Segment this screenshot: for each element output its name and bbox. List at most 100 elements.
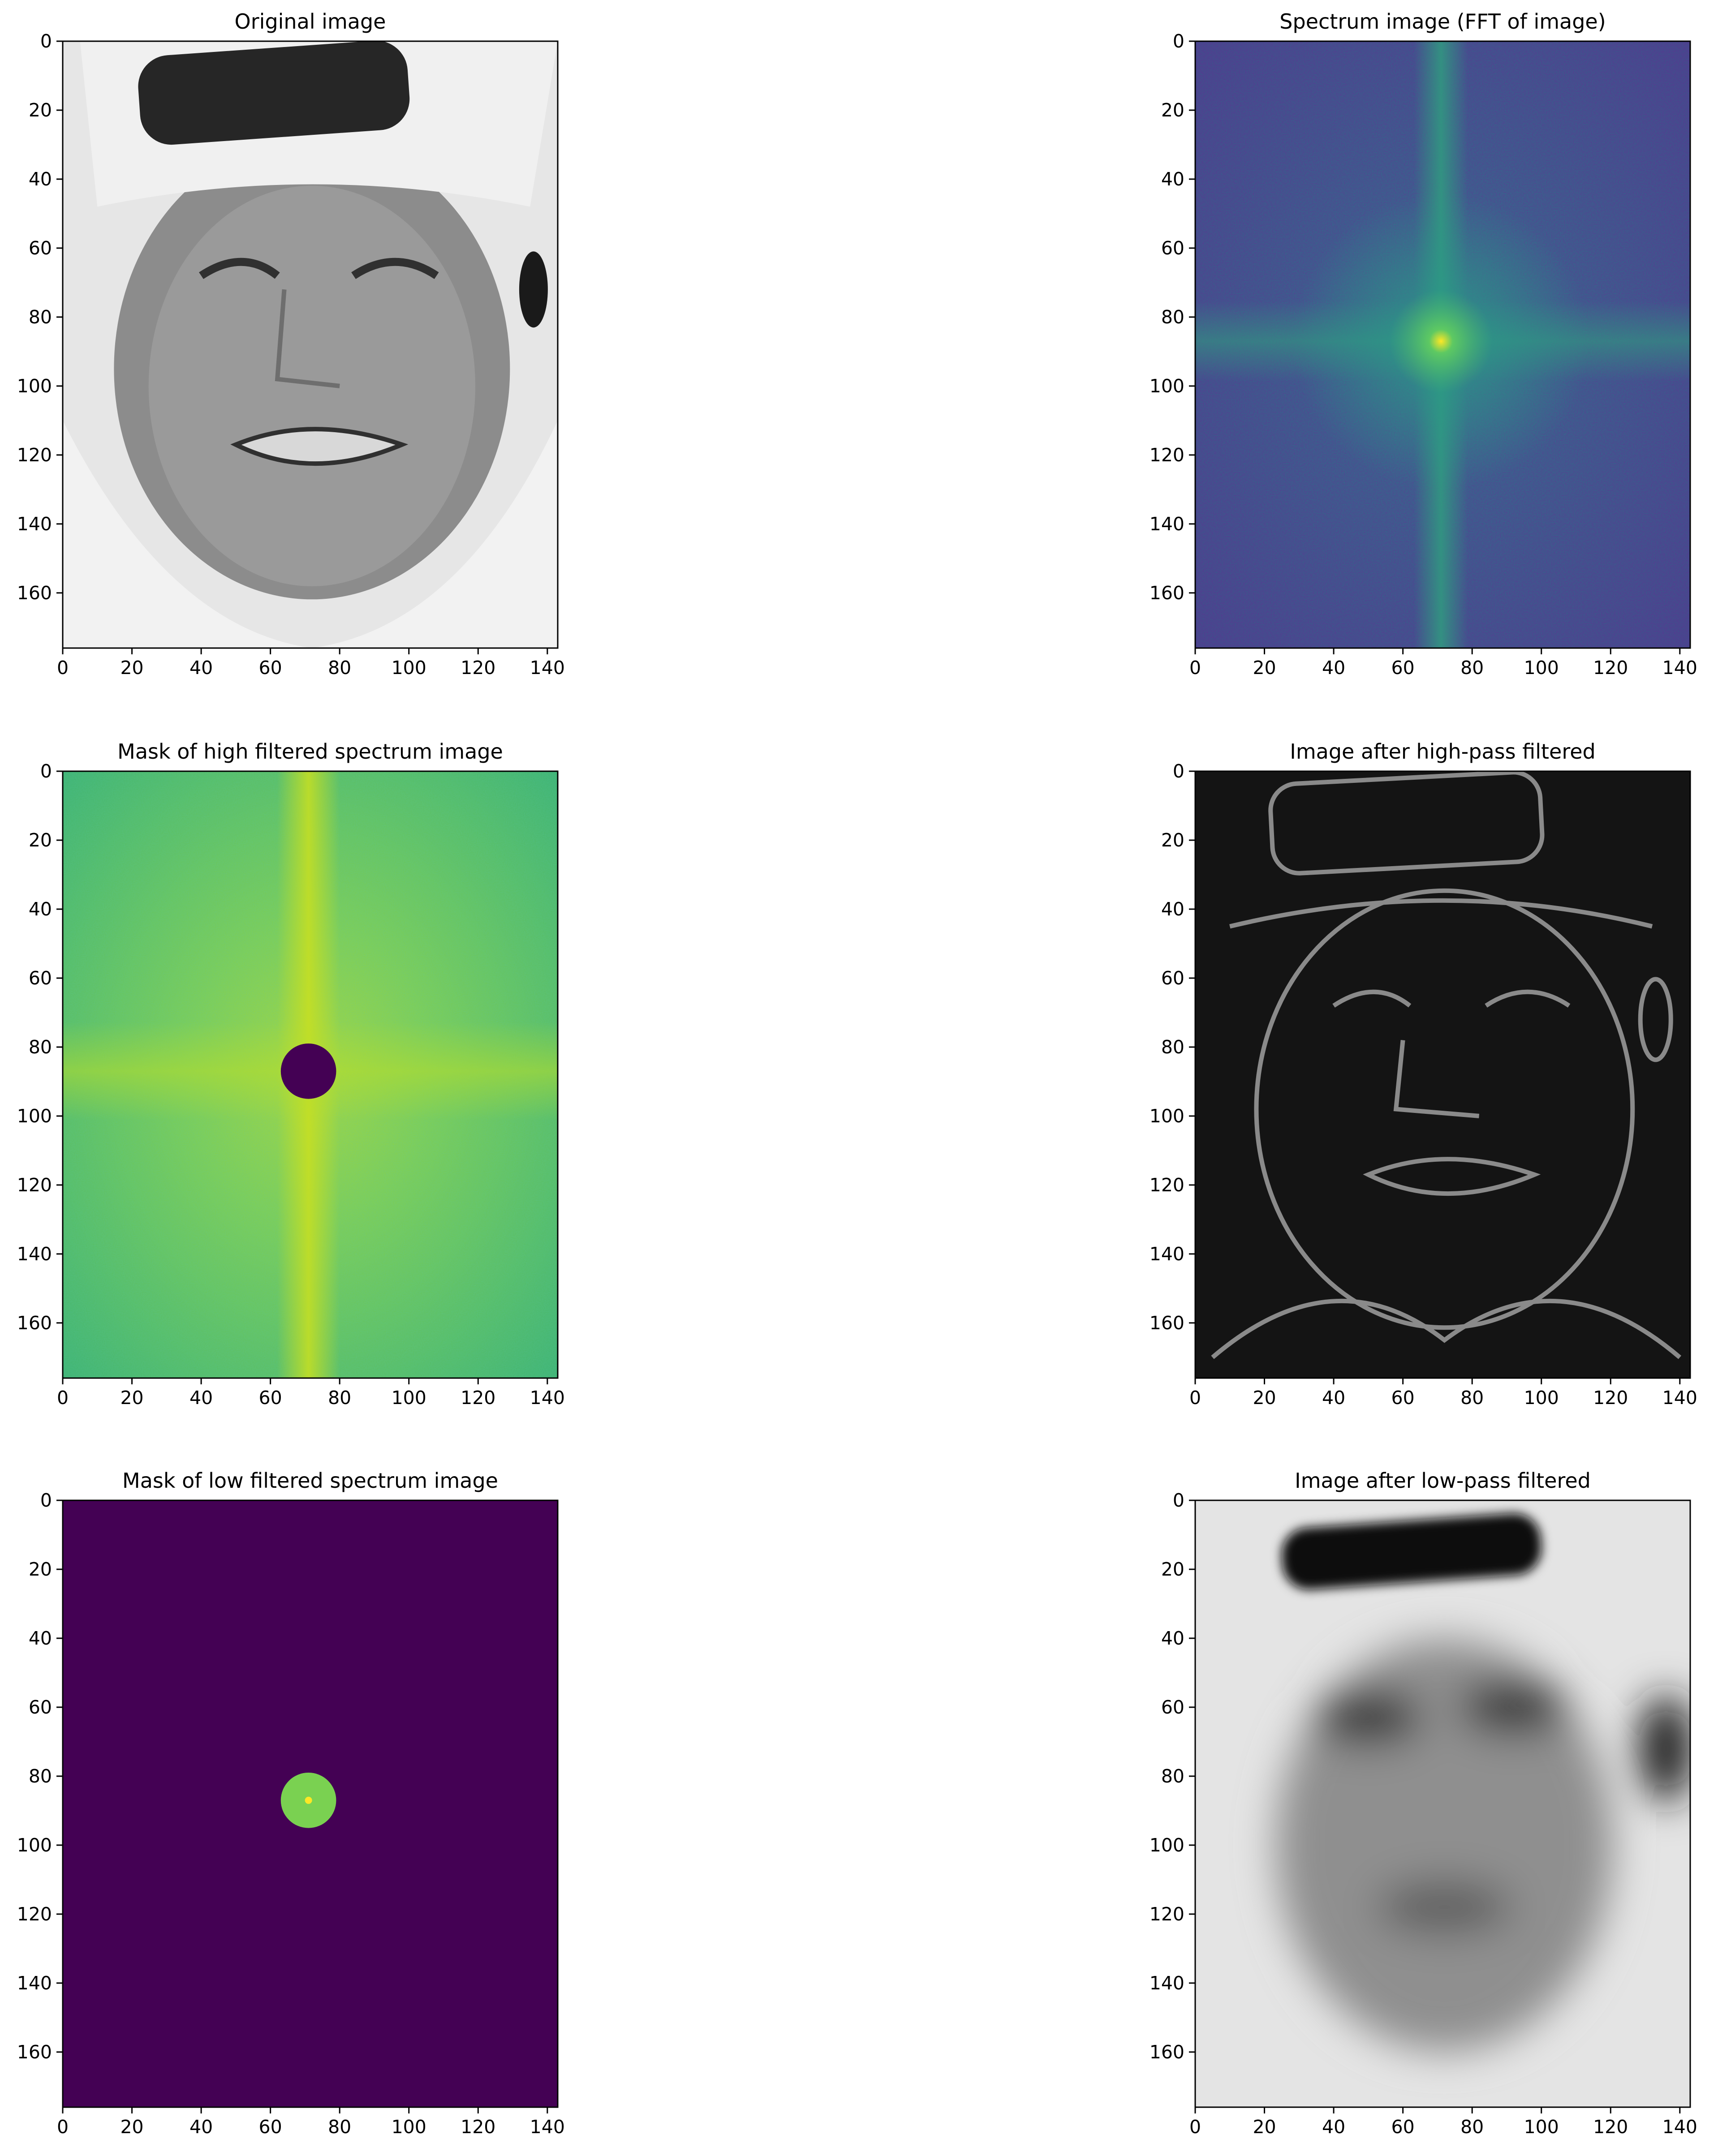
y-tick-label: 100	[17, 1834, 52, 1856]
axes-frame	[1194, 770, 1691, 1379]
x-tick-label: 80	[328, 2116, 351, 2138]
y-tick-label: 100	[1150, 375, 1184, 397]
x-tick-label: 0	[57, 657, 69, 679]
x-tick-label: 20	[120, 1387, 143, 1409]
x-tick-label: 60	[259, 1387, 282, 1409]
edge-forehead	[1229, 898, 1653, 929]
x-tick-label: 60	[1391, 657, 1415, 679]
x-tick-label: 80	[328, 1387, 351, 1409]
image-content	[63, 771, 558, 1378]
x-tick-label: 40	[1322, 1387, 1345, 1409]
x-tick-label: 0	[1189, 2116, 1201, 2138]
y-tick-label: 80	[1161, 306, 1184, 328]
y-tick-label: 160	[1150, 2041, 1184, 2063]
y-tick-label: 0	[1173, 1490, 1184, 1511]
mouth	[230, 427, 409, 466]
y-tick-label: 20	[1161, 1559, 1184, 1580]
axes-frame	[62, 770, 559, 1379]
x-tick-label: 120	[461, 1387, 495, 1409]
blur-earpiece	[1639, 1695, 1690, 1803]
face-inner	[148, 185, 476, 587]
y-tick-label: 60	[29, 967, 52, 989]
image-content	[63, 1500, 558, 2107]
nose	[275, 289, 340, 388]
x-tick-label: 100	[1524, 1387, 1559, 1409]
y-tick-label: 0	[40, 30, 52, 52]
x-tick-label: 100	[1524, 657, 1559, 679]
collar-right	[312, 420, 558, 648]
y-tick-label: 60	[29, 237, 52, 259]
agal-band	[138, 41, 410, 145]
edge-mouth	[1363, 1157, 1541, 1196]
y-tick-label: 40	[29, 898, 52, 920]
y-tick-label: 20	[29, 1559, 52, 1580]
y-tick-label: 0	[40, 760, 52, 782]
y-tick-label: 0	[40, 1490, 52, 1511]
y-tick-label: 140	[17, 1243, 52, 1265]
x-tick-label: 120	[461, 2116, 495, 2138]
x-tick-label: 20	[1253, 657, 1276, 679]
y-tick-label: 80	[1161, 1765, 1184, 1787]
x-tick-label: 120	[1593, 2116, 1628, 2138]
y-tick-label: 40	[29, 168, 52, 190]
blurred-shapes	[1276, 1639, 1690, 2052]
y-tick-label: 40	[1161, 898, 1184, 920]
y-tick-label: 140	[1150, 513, 1184, 535]
y-tick-label: 20	[1161, 829, 1184, 851]
axes-frame	[62, 1499, 559, 2108]
collar-left	[63, 420, 312, 648]
edge-nose	[1393, 1040, 1480, 1118]
x-tick-label: 140	[1662, 657, 1697, 679]
edge-face	[1254, 888, 1635, 1330]
panel-title: Original image	[235, 9, 386, 34]
blur-agal	[1282, 1513, 1541, 1590]
y-tick-label: 120	[1150, 444, 1184, 466]
x-tick-label: 60	[1391, 2116, 1415, 2138]
y-tick-label: 160	[17, 1312, 52, 1334]
y-tick-label: 160	[1150, 582, 1184, 604]
panel-title: Mask of high filtered spectrum image	[117, 739, 503, 764]
image-content	[1195, 771, 1690, 1378]
y-tick-label: 120	[17, 1174, 52, 1196]
x-tick-label: 80	[328, 657, 351, 679]
y-tick-label: 140	[1150, 1972, 1184, 1994]
disk-center	[305, 1796, 312, 1804]
dark-background	[1195, 771, 1690, 1378]
x-tick-label: 120	[1593, 1387, 1628, 1409]
y-tick-label: 60	[1161, 237, 1184, 259]
y-tick-label: 80	[29, 1765, 52, 1787]
x-tick-label: 140	[1662, 2116, 1697, 2138]
x-tick-label: 20	[1253, 2116, 1276, 2138]
x-tick-label: 0	[57, 1387, 69, 1409]
y-tick-label: 80	[29, 1036, 52, 1058]
panel-low-filter-mask: Mask of low filtered spectrum image 0 20 40…	[17, 1469, 565, 2138]
image-content	[1195, 41, 1690, 648]
x-tick-label: 80	[1460, 1387, 1484, 1409]
axes-frame	[1194, 40, 1691, 649]
x-tick-label: 120	[1593, 657, 1628, 679]
edge-right-eye	[1485, 989, 1571, 1008]
blur-right-eye	[1460, 1680, 1567, 1734]
x-tick-label: 60	[1391, 1387, 1415, 1409]
y-tick-label: 0	[1173, 760, 1184, 782]
right-eye	[351, 258, 439, 279]
left-eye	[199, 258, 280, 279]
y-tick-label: 0	[1173, 30, 1184, 52]
y-tick-label: 140	[1150, 1243, 1184, 1265]
x-tick-label: 120	[461, 657, 495, 679]
x-tick-label: 0	[1189, 1387, 1201, 1409]
x-tick-label: 60	[259, 2116, 282, 2138]
y-tick-label: 60	[1161, 1696, 1184, 1718]
y-tick-label: 100	[17, 375, 52, 397]
blur-left-eye	[1314, 1691, 1422, 1745]
y-tick-label: 140	[17, 513, 52, 535]
y-tick-label: 160	[1150, 1312, 1184, 1334]
panel-title: Mask of low filtered spectrum image	[122, 1469, 498, 1493]
x-tick-label: 0	[57, 2116, 69, 2138]
x-tick-label: 60	[259, 657, 282, 679]
x-tick-label: 140	[530, 657, 565, 679]
y-tick-label: 120	[17, 444, 52, 466]
y-tick-label: 120	[1150, 1174, 1184, 1196]
y-tick-label: 60	[29, 1696, 52, 1718]
panel-spectrum-image: Spectrum image (FFT of image) 0 20 40 60 80 10…	[1150, 9, 1697, 679]
